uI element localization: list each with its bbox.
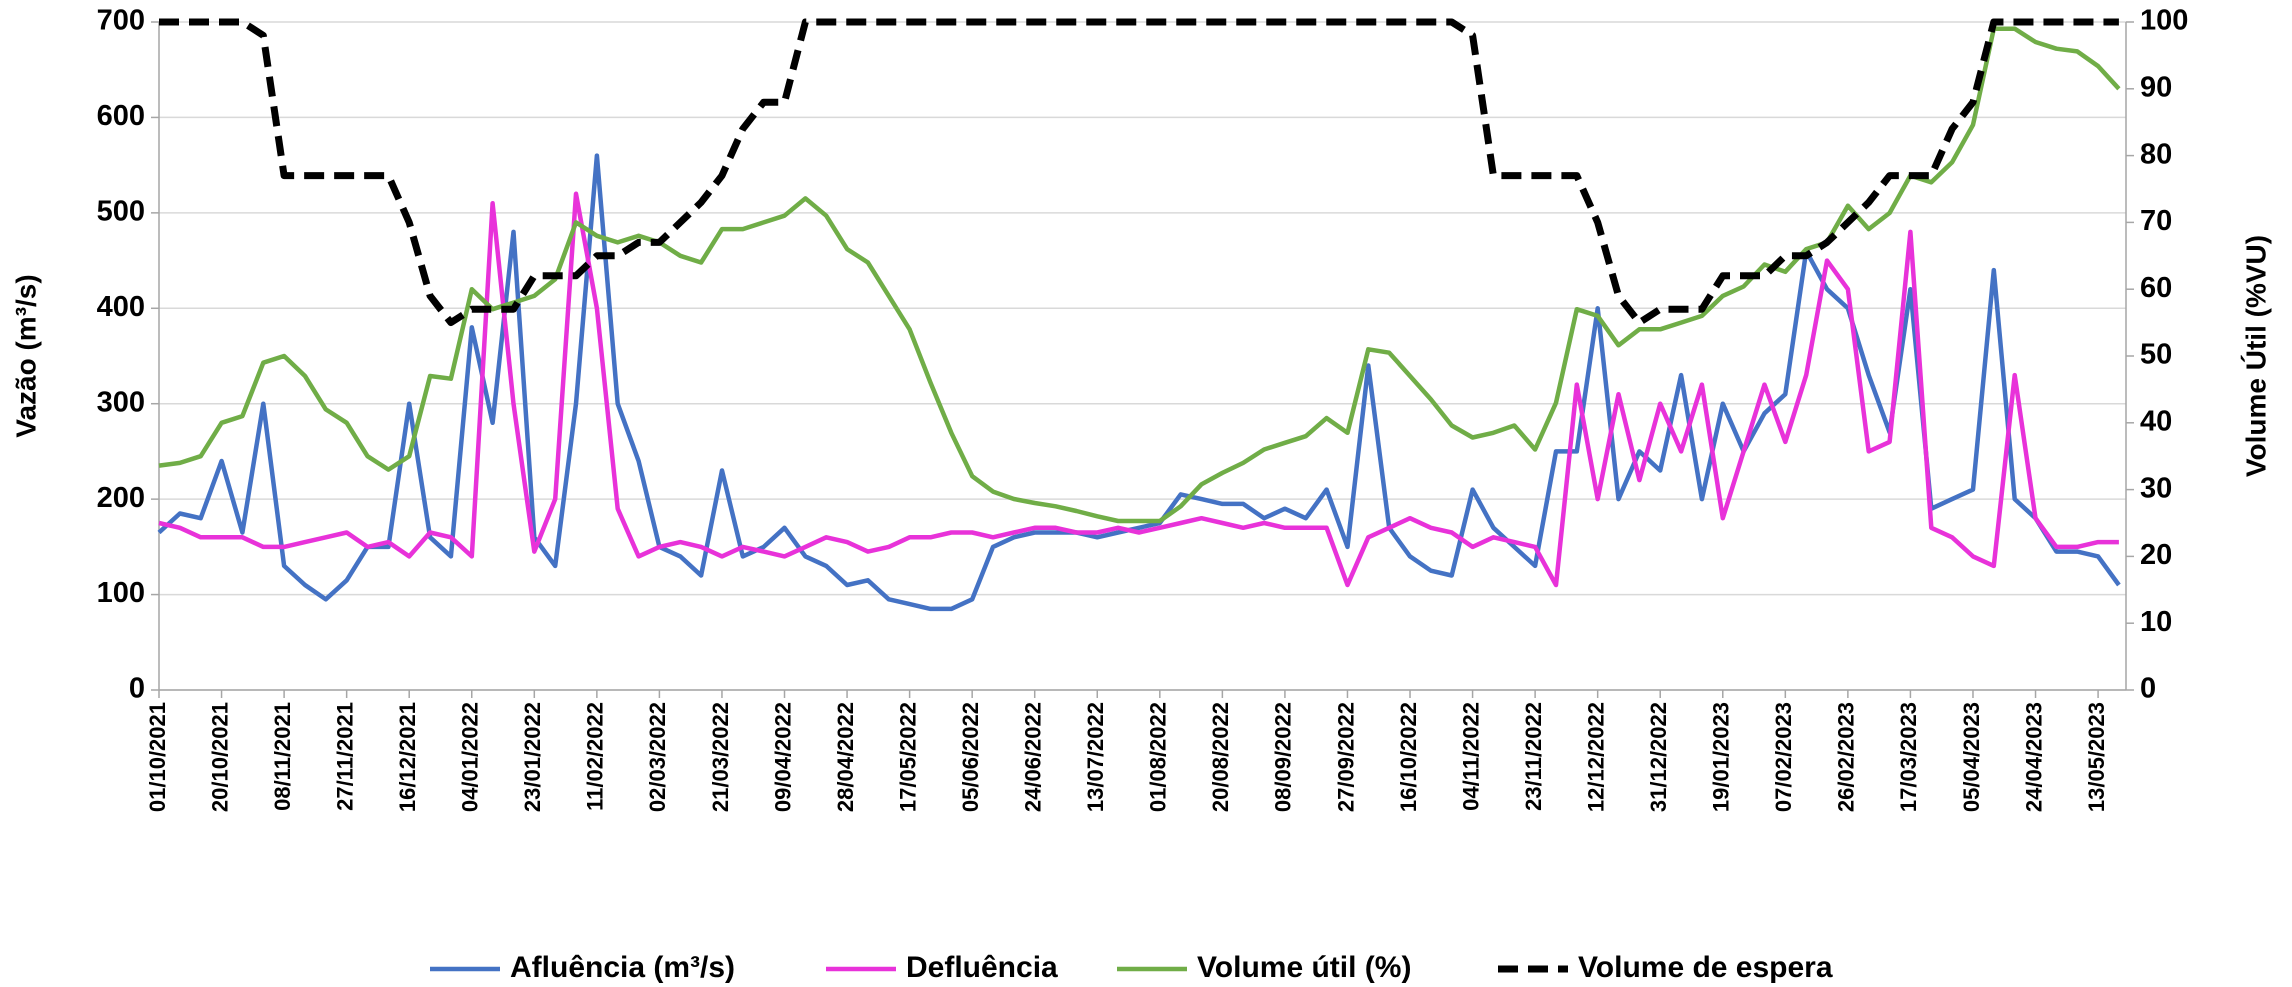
y2-tick-label: 10 bbox=[2140, 606, 2172, 638]
x-tick-label: 04/01/2022 bbox=[458, 702, 483, 812]
x-tick-label: 24/04/2023 bbox=[2021, 702, 2046, 812]
x-tick-label: 23/01/2022 bbox=[520, 702, 545, 812]
legend-label: Afluência (m³/s) bbox=[510, 951, 735, 984]
x-tick-label: 04/11/2022 bbox=[1458, 702, 1483, 811]
x-tick-label: 02/03/2022 bbox=[645, 702, 670, 812]
y2-tick-label: 60 bbox=[2140, 272, 2172, 304]
x-tick-label: 16/10/2022 bbox=[1396, 702, 1421, 812]
legend-label: Volume útil (%) bbox=[1197, 951, 1411, 984]
x-tick-label: 28/04/2022 bbox=[833, 702, 858, 812]
x-tick-label: 07/02/2023 bbox=[1771, 702, 1796, 812]
y-tick-label: 400 bbox=[97, 291, 145, 323]
series-line bbox=[158, 26, 2121, 524]
y-axis-title: Vazão (m³/s) bbox=[10, 274, 41, 437]
x-tick-label: 23/11/2022 bbox=[1521, 702, 1546, 811]
y2-tick-label: 40 bbox=[2140, 405, 2172, 437]
y-tick-label: 700 bbox=[97, 5, 145, 37]
y-tick-label: 300 bbox=[97, 386, 145, 418]
y-tick-label: 0 bbox=[129, 673, 145, 705]
y2-tick-label: 20 bbox=[2140, 539, 2172, 571]
x-tick-label: 05/06/2022 bbox=[958, 702, 983, 812]
x-tick-label: 08/09/2022 bbox=[1271, 702, 1296, 812]
y-tick-label: 500 bbox=[97, 196, 145, 228]
x-tick-label: 27/11/2021 bbox=[332, 702, 357, 811]
x-tick-label: 16/12/2021 bbox=[395, 702, 420, 812]
x-tick-label: 11/02/2022 bbox=[583, 702, 608, 811]
x-tick-label: 09/04/2022 bbox=[770, 702, 795, 812]
y2-tick-label: 0 bbox=[2140, 673, 2156, 705]
x-tick-label: 17/03/2023 bbox=[1896, 702, 1921, 812]
x-tick-label: 26/02/2023 bbox=[1834, 702, 1859, 812]
y2-axis-title: Volume Útil (%VU) bbox=[2240, 235, 2271, 477]
x-tick-label: 08/11/2021 bbox=[270, 702, 295, 811]
y2-tick-label: 80 bbox=[2140, 138, 2172, 170]
x-tick-label: 19/01/2023 bbox=[1709, 702, 1734, 812]
series-line bbox=[158, 191, 2119, 588]
y2-tick-label: 30 bbox=[2140, 472, 2172, 504]
x-tick-label: 17/05/2022 bbox=[895, 702, 920, 812]
x-tick-label: 20/10/2021 bbox=[207, 702, 232, 812]
x-tick-label: 27/09/2022 bbox=[1333, 702, 1358, 812]
y-tick-label: 200 bbox=[97, 482, 145, 514]
legend-label: Volume de espera bbox=[1578, 951, 1833, 984]
series-line bbox=[157, 153, 2121, 612]
y-tick-label: 100 bbox=[97, 577, 145, 609]
dashed-line bbox=[159, 18, 2119, 327]
y2-tick-label: 50 bbox=[2140, 339, 2172, 371]
x-tick-label: 01/08/2022 bbox=[1146, 702, 1171, 812]
x-tick-label: 21/03/2022 bbox=[708, 702, 733, 812]
x-tick-label: 12/12/2022 bbox=[1583, 702, 1608, 812]
x-tick-label: 24/06/2022 bbox=[1021, 702, 1046, 812]
x-tick-label: 13/05/2023 bbox=[2084, 702, 2109, 812]
y2-tick-label: 70 bbox=[2140, 205, 2172, 237]
y2-tick-label: 90 bbox=[2140, 71, 2172, 103]
x-tick-label: 01/10/2021 bbox=[145, 702, 170, 812]
y2-tick-label: 100 bbox=[2140, 5, 2188, 37]
x-tick-label: 13/07/2022 bbox=[1083, 702, 1108, 812]
x-tick-label: 05/04/2023 bbox=[1959, 702, 1984, 812]
y-tick-label: 600 bbox=[97, 100, 145, 132]
x-tick-label: 20/08/2022 bbox=[1208, 702, 1233, 812]
x-tick-label: 31/12/2022 bbox=[1646, 702, 1671, 812]
legend-label: Defluência bbox=[906, 951, 1058, 984]
